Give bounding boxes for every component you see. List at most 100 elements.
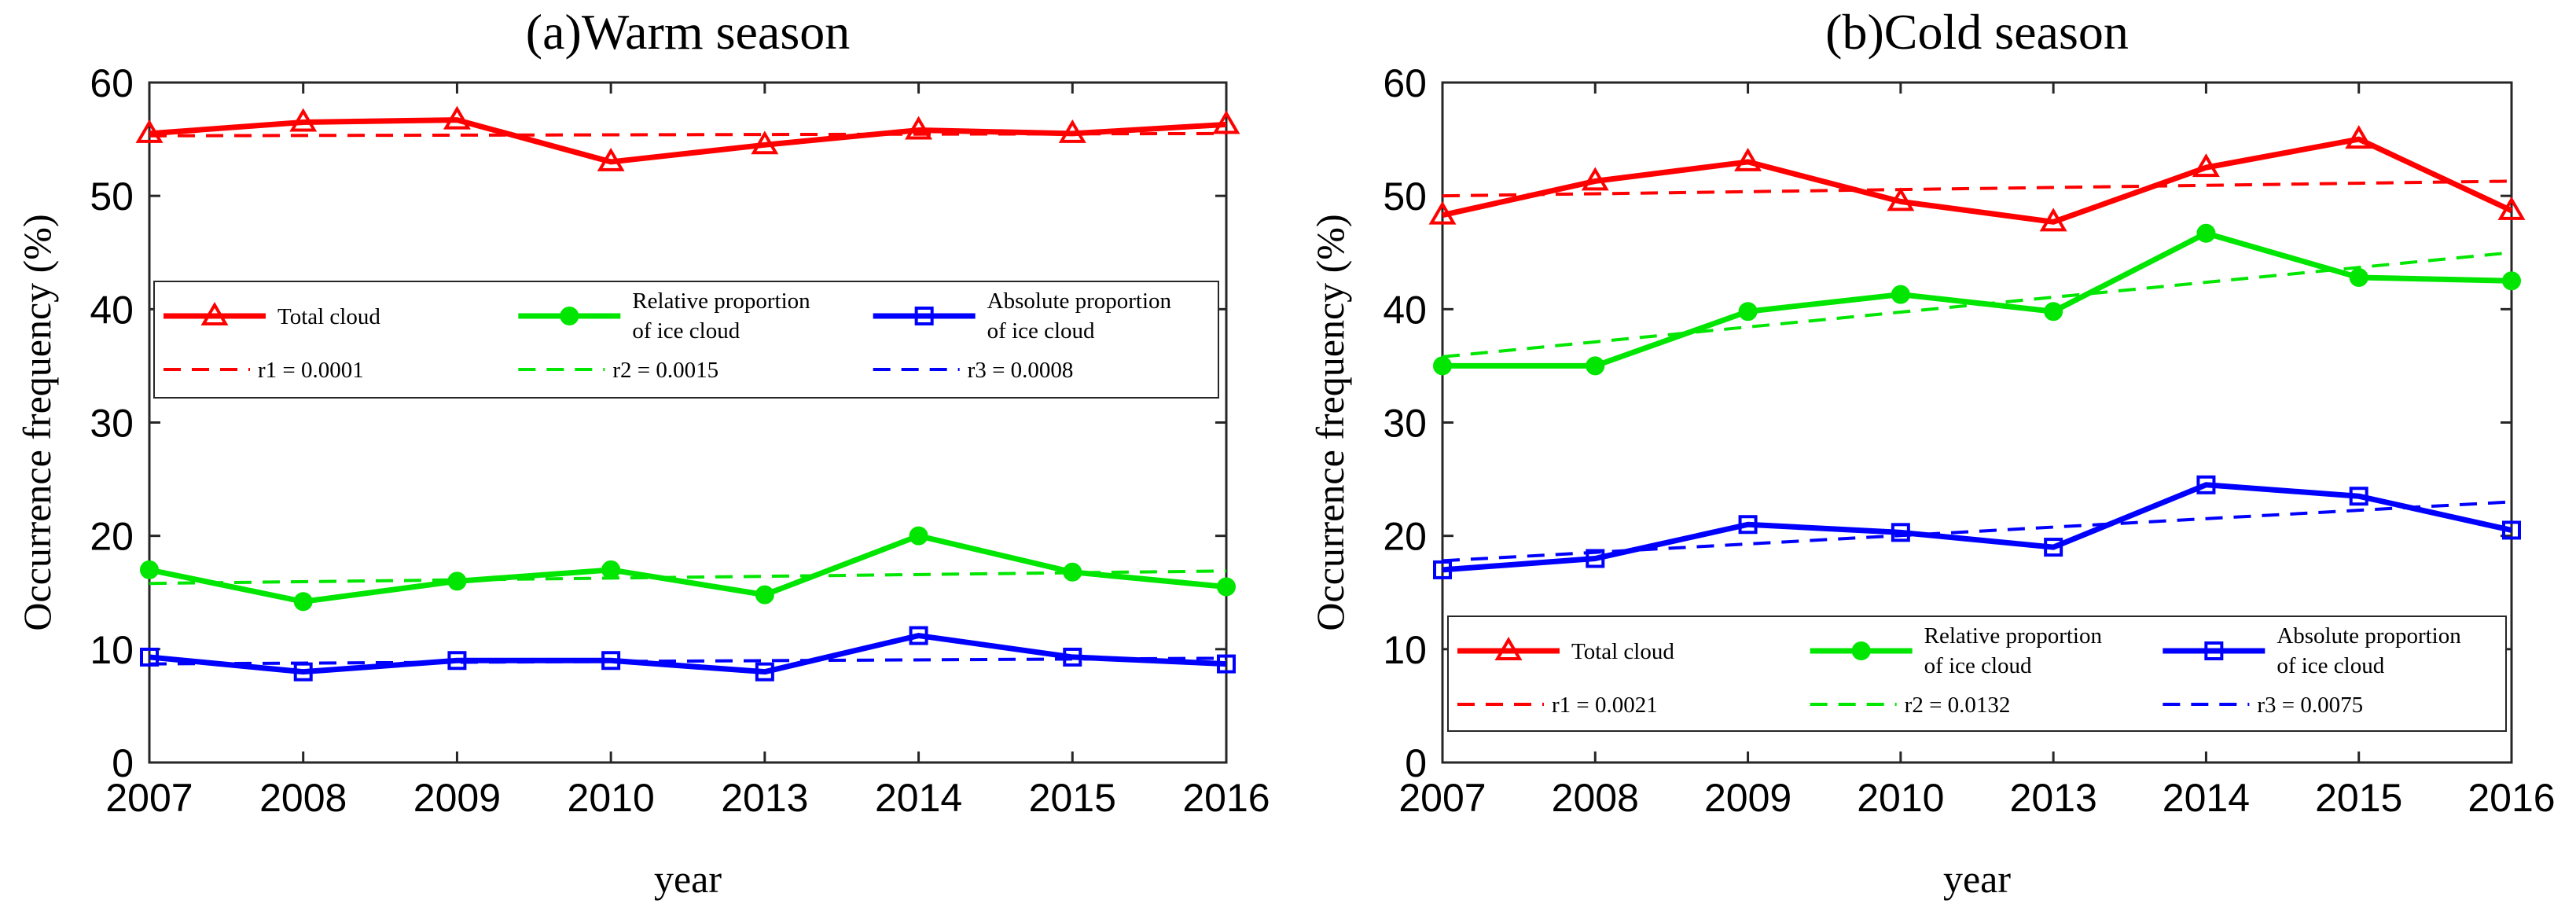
legend-swatch-marker — [2204, 641, 2224, 660]
data-point — [1212, 110, 1240, 134]
data-point — [140, 647, 159, 667]
data-point — [1586, 549, 1605, 568]
data-point — [2345, 125, 2373, 149]
data-point — [2502, 271, 2521, 291]
x-tick-label: 2016 — [2468, 776, 2555, 820]
data-point — [2497, 196, 2526, 220]
legend-swatch-marker — [1494, 637, 1523, 660]
x-tick-label: 2010 — [1857, 776, 1944, 820]
legend-trend-label: r3 = 0.0075 — [2257, 693, 2363, 718]
trend-line-1 — [149, 131, 1227, 138]
legend-label-line2: of ice cloud — [632, 318, 740, 344]
data-point — [1428, 200, 1457, 225]
x-tick-label: 2008 — [1552, 776, 1639, 820]
data-point — [1581, 167, 1609, 191]
x-axis-label: year — [1943, 857, 2011, 901]
data-point — [2039, 208, 2067, 232]
x-tick-label: 2014 — [2163, 776, 2250, 820]
data-point — [909, 626, 928, 645]
data-point — [1738, 515, 1758, 535]
chart-cold-season: (b)Cold season 0 10 20 30 40 50 60 2007 2008 2009 2… — [1308, 4, 2556, 901]
y-axis-label: Occurrence frequency (%) — [1308, 214, 1352, 630]
y-axis-label: Occurrence frequency (%) — [15, 214, 59, 630]
legend-swatch-marker — [1851, 641, 1871, 660]
legend: Total cloud r1 = 0.0001 Relative proportio… — [153, 281, 1219, 399]
data-point — [2044, 302, 2063, 322]
trend-line-2 — [1442, 251, 2512, 358]
data-point — [601, 651, 621, 671]
x-tick-label: 2015 — [2315, 776, 2402, 820]
legend-label-line2: of ice cloud — [2277, 653, 2384, 678]
data-point — [909, 526, 928, 546]
data-point — [2349, 267, 2368, 287]
data-point — [447, 651, 467, 671]
trend-line-1 — [1442, 179, 2512, 198]
legend-label: Total cloud — [1571, 639, 1674, 664]
data-point — [2044, 538, 2063, 557]
x-tick-label: 2010 — [568, 776, 655, 820]
legend-box — [1447, 616, 2507, 732]
x-tick-label: 2008 — [259, 776, 347, 820]
x-tick-label: 2016 — [1182, 776, 1270, 820]
legend-label: Relative proportion — [1924, 623, 2103, 649]
legend-trend-label: r3 = 0.0008 — [968, 358, 1074, 383]
y-tick-label: 20 — [90, 515, 134, 559]
y-tick-label: 60 — [1383, 61, 1427, 105]
y-tick-label: 10 — [90, 628, 134, 672]
data-point — [905, 116, 933, 140]
data-point — [1063, 562, 1082, 582]
legend-label-line2: of ice cloud — [987, 318, 1095, 344]
data-point — [2502, 520, 2521, 540]
data-point — [755, 585, 774, 604]
data-point — [1891, 523, 1910, 542]
data-point — [135, 119, 164, 143]
legend-trend-label: r2 = 0.0132 — [1905, 693, 2011, 718]
legend-trend-label: r1 = 0.0021 — [1552, 693, 1658, 718]
data-point — [2196, 223, 2216, 243]
data-point — [1887, 187, 1915, 211]
data-point — [293, 592, 313, 612]
data-point — [1063, 647, 1082, 667]
legend-swatch-marker — [560, 307, 579, 325]
data-point — [2196, 475, 2216, 494]
data-point — [1217, 654, 1236, 674]
legend-label: Relative proportion — [632, 288, 810, 314]
data-point — [1734, 147, 1762, 171]
x-tick-label: 2007 — [105, 776, 193, 820]
legend-trend-label: r2 = 0.0015 — [612, 358, 718, 383]
data-point — [1891, 285, 1910, 304]
legend-label: Absolute proportion — [2277, 623, 2461, 649]
data-point — [289, 108, 318, 132]
data-point — [443, 105, 471, 130]
x-tick-label: 2014 — [875, 776, 962, 820]
y-tick-label: 60 — [90, 61, 134, 105]
trend-line-3 — [149, 656, 1227, 666]
series-line-1 — [1442, 136, 2513, 225]
data-point — [1433, 356, 1452, 376]
legend-swatch-marker — [200, 302, 229, 325]
y-tick-label: 50 — [90, 175, 134, 219]
x-tick-label: 2013 — [721, 776, 808, 820]
legend-swatch-marker — [914, 307, 934, 325]
data-point — [1738, 302, 1758, 322]
data-point — [751, 130, 779, 155]
y-tick-label: 10 — [1383, 628, 1427, 672]
chart-title: (b)Cold season — [1825, 4, 2129, 60]
chart-warm-season: (a)Warm season 0 10 20 30 40 50 60 2007 2008 2009 2… — [15, 4, 1270, 901]
y-tick-label: 50 — [1383, 175, 1427, 219]
data-point — [601, 560, 621, 579]
series-line-1 — [149, 117, 1227, 165]
y-tick-label: 40 — [90, 288, 134, 332]
x-tick-label: 2015 — [1029, 776, 1116, 820]
series-line-3 — [1442, 482, 2512, 573]
y-tick-label: 30 — [90, 402, 134, 446]
x-tick-label: 2009 — [413, 776, 501, 820]
y-tick-label: 0 — [112, 741, 134, 785]
y-tick-label: 40 — [1383, 288, 1427, 332]
x-tick-label: 2009 — [1704, 776, 1791, 820]
series-line-2 — [1442, 230, 2512, 369]
data-point — [447, 571, 467, 591]
trend-line-2 — [149, 569, 1227, 586]
legend: Total cloud r1 = 0.0021 Relative proportio… — [1447, 616, 2507, 732]
